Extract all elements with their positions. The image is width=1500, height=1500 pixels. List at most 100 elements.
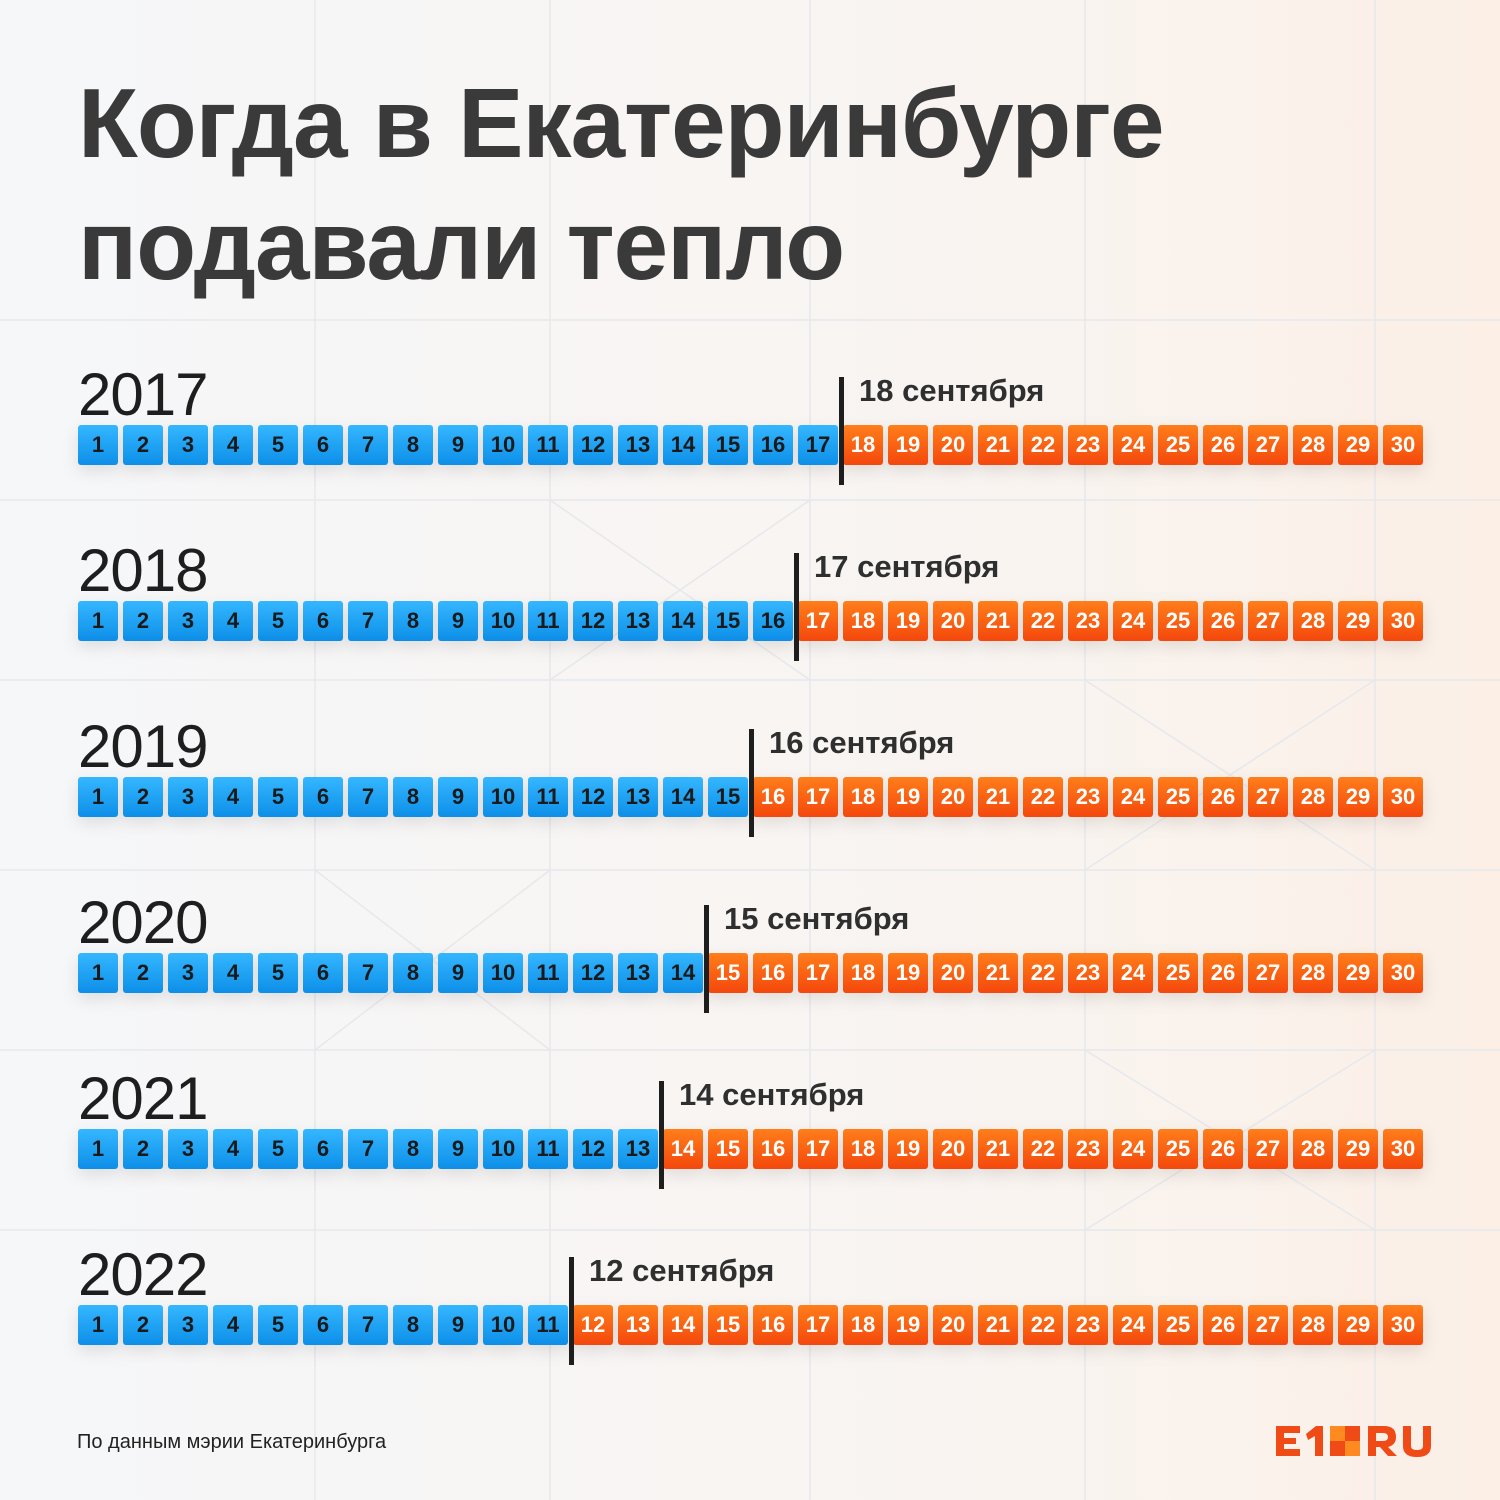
day-cell-heating: 18: [843, 1305, 883, 1345]
title-line-1: Когда в Екатеринбурге: [78, 68, 1165, 178]
day-cell-no-heating: 6: [303, 1305, 343, 1345]
day-cell-heating: 26: [1203, 1305, 1243, 1345]
day-cell-heating: 19: [888, 601, 928, 641]
day-cell-no-heating: 15: [708, 777, 748, 817]
day-cell-no-heating: 5: [258, 953, 298, 993]
day-cell-heating: 24: [1113, 777, 1153, 817]
day-cell-heating: 18: [843, 425, 883, 465]
day-cell-heating: 29: [1338, 953, 1378, 993]
day-cell-heating: 29: [1338, 1129, 1378, 1169]
day-cell-heating: 23: [1068, 953, 1108, 993]
day-cell-heating: 19: [888, 1129, 928, 1169]
day-cell-no-heating: 5: [258, 1305, 298, 1345]
day-cell-no-heating: 2: [123, 425, 163, 465]
year-row-2018: 2018 1 2 3 4 5 6 7 8 9 10 11 12 13 14 15 16 17 18 19 20 21 22 2…: [0, 541, 1500, 671]
day-cell-no-heating: 4: [213, 953, 253, 993]
day-cell-heating: 27: [1248, 1129, 1288, 1169]
day-cell-no-heating: 9: [438, 1305, 478, 1345]
day-cell-no-heating: 6: [303, 601, 343, 641]
day-cell-heating: 26: [1203, 1129, 1243, 1169]
day-cell-no-heating: 7: [348, 1305, 388, 1345]
day-cell-no-heating: 13: [618, 953, 658, 993]
day-cell-heating: 29: [1338, 1305, 1378, 1345]
day-cell-heating: 27: [1248, 425, 1288, 465]
day-cell-heating: 17: [798, 1129, 838, 1169]
day-cell-heating: 23: [1068, 777, 1108, 817]
heating-start-label: 15 сентября: [724, 901, 910, 936]
heating-start-label: 18 сентября: [859, 373, 1045, 408]
year-row-2019: 2019 1 2 3 4 5 6 7 8 9 10 11 12 13 14 15 16 17 18 19 20 21 22 2…: [0, 717, 1500, 847]
day-cell-heating: 14: [663, 1129, 703, 1169]
heating-start-label: 12 сентября: [589, 1253, 775, 1288]
day-cell-no-heating: 1: [78, 1305, 118, 1345]
day-cell-heating: 20: [933, 1129, 973, 1169]
day-cell-heating: 25: [1158, 1129, 1198, 1169]
day-cell-heating: 29: [1338, 777, 1378, 817]
day-cell-no-heating: 6: [303, 777, 343, 817]
day-cell-heating: 26: [1203, 601, 1243, 641]
day-cell-no-heating: 1: [78, 953, 118, 993]
heating-start-marker: [749, 729, 754, 837]
day-cell-heating: 13: [618, 1305, 658, 1345]
day-cell-heating: 16: [753, 1305, 793, 1345]
day-cell-no-heating: 2: [123, 1305, 163, 1345]
day-strip: 1 2 3 4 5 6 7 8 9 10 11 12 13 14 15 16 17 18 19 20 21 22 23 24 2…: [78, 601, 1424, 641]
day-cell-heating: 24: [1113, 425, 1153, 465]
day-strip: 1 2 3 4 5 6 7 8 9 10 11 12 13 14 15 16 17 18 19 20 21 22 23 24 2…: [78, 425, 1424, 465]
heating-start-marker: [794, 553, 799, 661]
day-cell-no-heating: 12: [573, 425, 613, 465]
day-cell-no-heating: 9: [438, 777, 478, 817]
year-row-2020: 2020 1 2 3 4 5 6 7 8 9 10 11 12 13 14 15 16 17 18 19 20 21 22 2…: [0, 893, 1500, 1023]
day-cell-no-heating: 2: [123, 1129, 163, 1169]
day-cell-heating: 24: [1113, 1129, 1153, 1169]
day-cell-heating: 20: [933, 1305, 973, 1345]
day-cell-no-heating: 1: [78, 1129, 118, 1169]
day-cell-no-heating: 2: [123, 601, 163, 641]
day-cell-heating: 21: [978, 953, 1018, 993]
day-cell-no-heating: 13: [618, 1129, 658, 1169]
day-cell-no-heating: 10: [483, 1129, 523, 1169]
day-cell-heating: 29: [1338, 425, 1378, 465]
day-cell-no-heating: 11: [528, 953, 568, 993]
day-cell-no-heating: 14: [663, 953, 703, 993]
day-cell-no-heating: 11: [528, 601, 568, 641]
day-cell-no-heating: 10: [483, 777, 523, 817]
day-cell-heating: 29: [1338, 601, 1378, 641]
day-cell-no-heating: 16: [753, 601, 793, 641]
day-cell-heating: 20: [933, 777, 973, 817]
day-cell-no-heating: 8: [393, 777, 433, 817]
day-strip: 1 2 3 4 5 6 7 8 9 10 11 12 13 14 15 16 17 18 19 20 21 22 23 24 2…: [78, 1129, 1424, 1169]
day-cell-heating: 21: [978, 1305, 1018, 1345]
year-row-2022: 2022 1 2 3 4 5 6 7 8 9 10 11 12 13 14 15 16 17 18 19 20 21 22 2…: [0, 1245, 1500, 1375]
day-cell-heating: 23: [1068, 1129, 1108, 1169]
heating-start-marker: [839, 377, 844, 485]
day-cell-heating: 16: [753, 777, 793, 817]
day-cell-no-heating: 11: [528, 777, 568, 817]
heating-start-label: 14 сентября: [679, 1077, 865, 1112]
day-cell-no-heating: 3: [168, 601, 208, 641]
day-cell-no-heating: 3: [168, 1129, 208, 1169]
day-cell-heating: 20: [933, 601, 973, 641]
day-cell-no-heating: 8: [393, 425, 433, 465]
day-cell-no-heating: 7: [348, 601, 388, 641]
day-cell-heating: 15: [708, 953, 748, 993]
day-cell-heating: 19: [888, 425, 928, 465]
day-cell-heating: 21: [978, 777, 1018, 817]
day-cell-heating: 28: [1293, 1305, 1333, 1345]
day-cell-heating: 25: [1158, 1305, 1198, 1345]
day-cell-no-heating: 10: [483, 1305, 523, 1345]
day-cell-no-heating: 15: [708, 425, 748, 465]
day-cell-no-heating: 8: [393, 601, 433, 641]
day-cell-heating: 22: [1023, 1305, 1063, 1345]
day-cell-heating: 23: [1068, 425, 1108, 465]
title-line-2: подавали тепло: [78, 190, 845, 300]
heating-start-marker: [569, 1257, 574, 1365]
day-cell-heating: 30: [1383, 601, 1423, 641]
day-cell-heating: 20: [933, 425, 973, 465]
day-cell-heating: 28: [1293, 953, 1333, 993]
day-cell-heating: 22: [1023, 425, 1063, 465]
day-cell-heating: 24: [1113, 601, 1153, 641]
day-cell-heating: 18: [843, 1129, 883, 1169]
day-cell-heating: 22: [1023, 953, 1063, 993]
